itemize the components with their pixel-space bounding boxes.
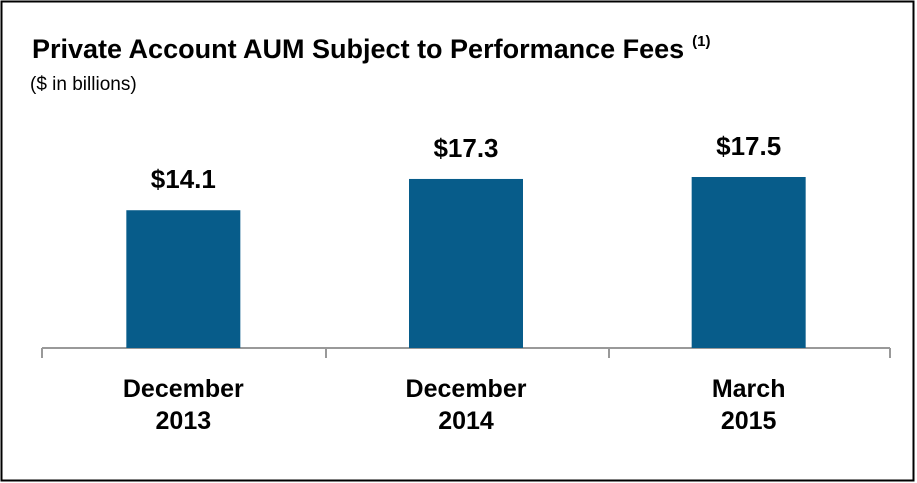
chart-title-group: Private Account AUM Subject to Performan… bbox=[32, 33, 711, 64]
axis-ticks bbox=[41, 348, 891, 358]
chart-title: Private Account AUM Subject to Performan… bbox=[32, 34, 684, 64]
value-label: $17.3 bbox=[433, 133, 498, 163]
bar bbox=[691, 177, 806, 348]
title-note: (1) bbox=[692, 33, 710, 50]
bar bbox=[126, 210, 241, 348]
bar bbox=[409, 178, 523, 348]
chart-subtitle: ($ in billions) bbox=[30, 74, 137, 95]
value-label: $14.1 bbox=[151, 164, 216, 194]
x-tick-label: December 2013 bbox=[122, 375, 244, 435]
x-tick-label: March 2015 bbox=[711, 375, 786, 435]
x-tick-label: December 2014 bbox=[405, 375, 527, 435]
value-label: $17.5 bbox=[716, 131, 781, 161]
